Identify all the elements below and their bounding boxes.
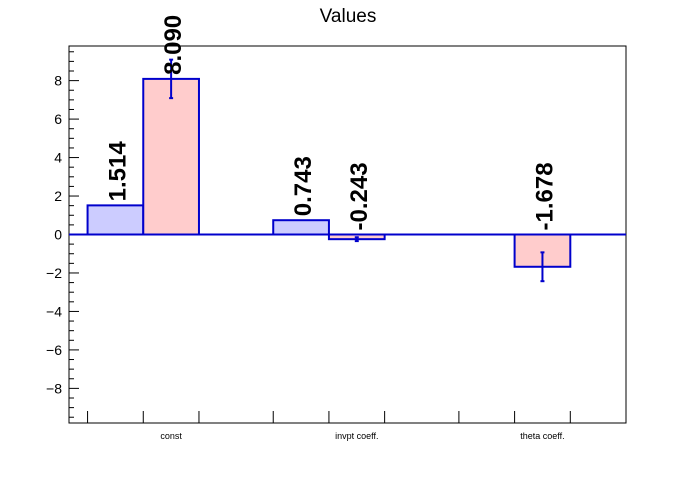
y-tick-label: −6 — [46, 342, 62, 358]
data-label: 8.090 — [160, 15, 187, 75]
y-tick-label: −8 — [46, 380, 62, 396]
data-label: -1.678 — [531, 162, 558, 230]
bar — [86, 204, 145, 236]
bar — [142, 77, 200, 236]
data-label: 1.514 — [104, 141, 131, 202]
y-tick-label: 6 — [54, 111, 62, 127]
chart-title: Values — [319, 6, 377, 27]
y-tick-label: 2 — [54, 188, 62, 204]
y-tick-label: 8 — [54, 73, 62, 89]
data-label: -0.243 — [346, 162, 373, 230]
y-tick-label: 0 — [54, 227, 62, 243]
y-tick-label: −4 — [46, 303, 62, 319]
y-tick-label: 4 — [54, 150, 62, 166]
x-category-label: theta coeff. — [520, 431, 564, 441]
x-category-label: const — [160, 431, 182, 441]
y-tick-label: −2 — [46, 265, 62, 281]
x-category-label: invpt coeff. — [335, 431, 378, 441]
bar — [272, 219, 330, 236]
data-label: 0.743 — [290, 156, 317, 216]
